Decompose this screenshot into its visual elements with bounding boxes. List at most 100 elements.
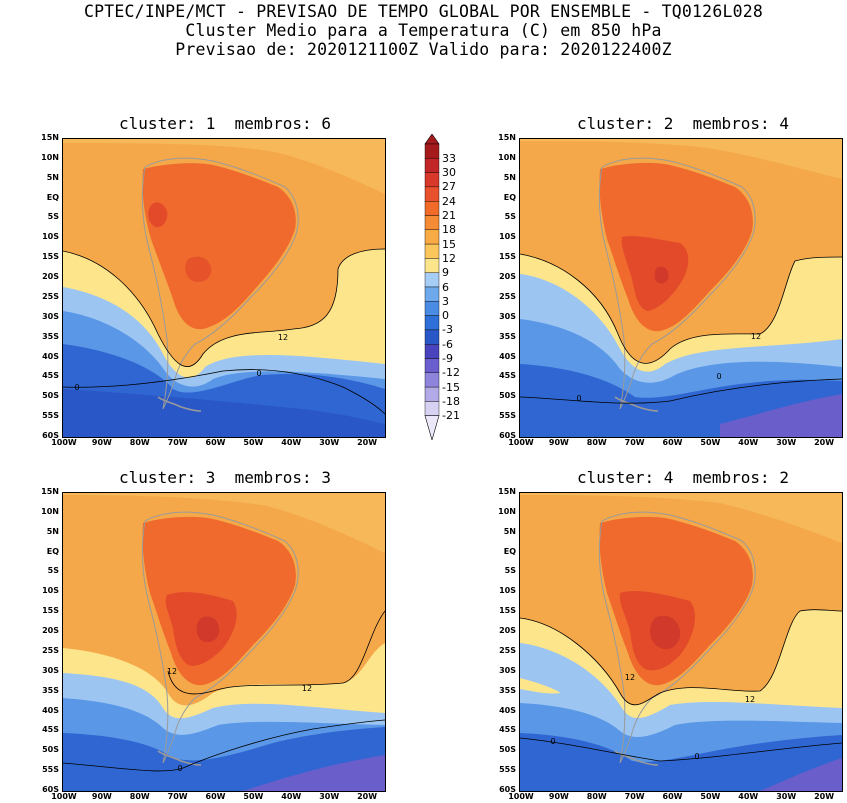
colorbar-swatch bbox=[424, 315, 440, 331]
colorbar-label: -9 bbox=[442, 352, 453, 365]
panel-2-lon-label: 60W bbox=[662, 438, 683, 447]
panel-3-lat-label: 5S bbox=[47, 566, 59, 576]
panel-4-lat-label: 10N bbox=[498, 506, 516, 516]
panel-1-lon-label: 20W bbox=[357, 438, 378, 447]
panel-1-contour-label-12: 12 bbox=[278, 333, 288, 342]
header-title-line-3: Previsao de: 2020121100Z Valido para: 20… bbox=[175, 40, 672, 59]
panel-2-lon-label: 30W bbox=[776, 438, 797, 447]
colorbar-swatch bbox=[424, 329, 440, 345]
panel-4-lon-label: 90W bbox=[548, 792, 569, 801]
map-panel-4: 12 12 0 0 bbox=[519, 492, 843, 792]
colorbar-bottom-arrow bbox=[424, 415, 440, 440]
panel-1-contour-label-0: 0 bbox=[256, 369, 261, 378]
colorbar-swatch bbox=[424, 386, 440, 402]
map-panel-3-plot: 12 12 0 bbox=[63, 493, 385, 791]
panel-4-lat-label: EQ bbox=[503, 546, 516, 556]
panel-4-lat-label: 30S bbox=[499, 665, 516, 675]
panel-4-lat-label: 35S bbox=[499, 685, 516, 695]
panel-2-lat-label: 20S bbox=[499, 272, 516, 282]
panel-2-lon-label: 20W bbox=[814, 438, 835, 447]
map-panel-2-plot: 12 0 0 bbox=[520, 139, 842, 437]
panel-4-lat-label: 60S bbox=[499, 785, 516, 794]
panel-1-lat-label: 25S bbox=[42, 291, 59, 301]
panel-3-lon-label: 40W bbox=[281, 792, 302, 801]
panel-1-lat-label: 30S bbox=[42, 311, 59, 321]
panel-4-lon-label: 100W bbox=[508, 792, 534, 801]
panel-4-lat-label: 50S bbox=[499, 745, 516, 755]
panel-1-lon-label: 30W bbox=[319, 438, 340, 447]
panel-4-lon-label: 30W bbox=[776, 792, 797, 801]
panel-1-lat-label: 15N bbox=[41, 133, 59, 142]
colorbar-swatch bbox=[424, 258, 440, 273]
colorbar-label: 18 bbox=[442, 223, 456, 237]
panel-3-lat-label: 35S bbox=[42, 685, 59, 695]
colorbar-swatch bbox=[424, 372, 440, 388]
panel-3-lon-label: 70W bbox=[167, 792, 188, 801]
panel-1-lat-label: 20S bbox=[42, 272, 59, 282]
panel-1-lon-label: 40W bbox=[281, 438, 302, 447]
panel-2-contour-label-0b: 0 bbox=[576, 394, 581, 403]
panel-1-lon-label: 90W bbox=[91, 438, 112, 447]
panel-3-lat-label: 15S bbox=[42, 606, 59, 616]
panel-4-contour-label-0b: 0 bbox=[694, 752, 699, 761]
panel-1-lat-label: 10N bbox=[41, 152, 59, 162]
panel-1-lon-label: 70W bbox=[167, 438, 188, 447]
panel-4-lat-label: 15N bbox=[498, 487, 516, 496]
panel-3-lat-label: 10S bbox=[42, 586, 59, 596]
panel-2-lat-label: 60S bbox=[499, 431, 516, 440]
panel-4-lon-label: 70W bbox=[624, 792, 645, 801]
map-panel-1-plot: 12 0 0 bbox=[63, 139, 385, 437]
panel-3-lat-label: 10N bbox=[41, 506, 59, 516]
panel-4-lon-label: 60W bbox=[662, 792, 683, 801]
colorbar-swatch bbox=[424, 172, 440, 188]
panel-2-lon-label: 50W bbox=[700, 438, 721, 447]
colorbar-label: 3 bbox=[442, 294, 449, 308]
colorbar-label: -21 bbox=[442, 409, 460, 423]
panel-1-contour-label-0b: 0 bbox=[74, 383, 79, 392]
panel-1-lat-label: 60S bbox=[42, 431, 59, 440]
header-title-line-1: CPTEC/INPE/MCT - PREVISAO DE TEMPO GLOBA… bbox=[84, 2, 763, 21]
panel-1-lat-label: 40S bbox=[42, 351, 59, 361]
panel-2-lat-label: 10S bbox=[499, 232, 516, 242]
panel-2-lon-label: 80W bbox=[586, 438, 607, 447]
colorbar-top-arrow bbox=[424, 134, 440, 145]
panel-3-contour-label-0: 0 bbox=[177, 764, 182, 773]
panel-2-lat-label: 40S bbox=[499, 351, 516, 361]
colorbar-label: 12 bbox=[442, 251, 456, 265]
panel-4-lat-label: 40S bbox=[499, 705, 516, 715]
panel-3-lon-label: 30W bbox=[319, 792, 340, 801]
colorbar-label: -15 bbox=[442, 380, 460, 394]
panel-1-lat-label: 5S bbox=[47, 212, 59, 222]
panel-2-lat-label: 45S bbox=[499, 371, 516, 381]
panel-4-lon-label: 20W bbox=[814, 792, 835, 801]
panel-2-lat-label: 25S bbox=[499, 291, 516, 301]
colorbar-label: 24 bbox=[442, 194, 456, 208]
panel-3-lat-label: 40S bbox=[42, 705, 59, 715]
panel-3-lat-label: 60S bbox=[42, 785, 59, 794]
panel-1-lat-label: 15S bbox=[42, 252, 59, 262]
panel-3-lon-label: 90W bbox=[91, 792, 112, 801]
colorbar-swatch bbox=[424, 272, 440, 288]
colorbar-swatch bbox=[424, 301, 440, 316]
panel-1-lat-label: 45S bbox=[42, 371, 59, 381]
panel-3-lat-label: 30S bbox=[42, 665, 59, 675]
map-panel-2: 12 0 0 bbox=[519, 138, 843, 438]
panel-4-contour-label-0a: 0 bbox=[550, 737, 555, 746]
panel-2-lat-label: 35S bbox=[499, 331, 516, 341]
panel-4-lat-label: 45S bbox=[499, 725, 516, 735]
map-panel-4-plot: 12 12 0 0 bbox=[520, 493, 842, 791]
panel-3-lon-label: 50W bbox=[243, 792, 264, 801]
panel-2-lat-label: 5N bbox=[503, 172, 516, 182]
panel-3-lat-label: 5N bbox=[46, 526, 59, 536]
colorbar-label: -3 bbox=[442, 323, 453, 337]
panel-1-lon-label: 80W bbox=[129, 438, 150, 447]
colorbar-label: 15 bbox=[442, 237, 456, 251]
colorbar-swatch bbox=[424, 243, 440, 259]
panel-1-lat-label: 5N bbox=[46, 172, 59, 182]
panel-4-lat-label: 55S bbox=[499, 765, 516, 775]
colorbar-swatch bbox=[424, 215, 440, 231]
panel-4-lon-label: 80W bbox=[586, 792, 607, 801]
panel-2-lat-label: 50S bbox=[499, 391, 516, 401]
colorbar-swatch bbox=[424, 200, 440, 216]
colorbar-swatch bbox=[424, 186, 440, 202]
